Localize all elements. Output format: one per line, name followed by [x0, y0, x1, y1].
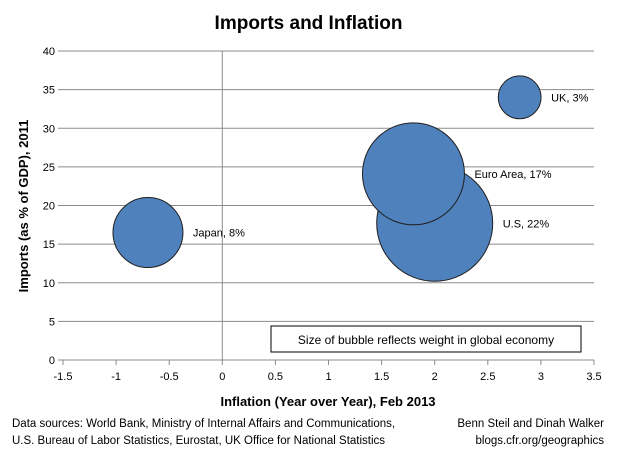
- x-tick-label: 2.5: [480, 371, 495, 383]
- credits: Benn Steil and Dinah Walker blogs.cfr.or…: [457, 416, 604, 450]
- label-layer: Japan, 8% U.S, 22% Euro Area, 17% UK, 3%: [193, 92, 589, 239]
- bubble-label: Euro Area, 17%: [474, 169, 551, 181]
- chart-title: Imports and Inflation: [214, 13, 403, 34]
- x-tick-label: -1: [111, 371, 121, 383]
- bubble-label: U.S, 22%: [503, 218, 550, 230]
- bubble-layer: [112, 75, 542, 282]
- bubble: [112, 197, 184, 269]
- bubble: [497, 75, 542, 120]
- y-tick-label: 10: [43, 278, 55, 290]
- y-tick-label: 40: [43, 46, 55, 58]
- x-tick-label: 1.5: [374, 371, 389, 383]
- bubble-label: Japan, 8%: [193, 228, 245, 240]
- x-axis-title: Inflation (Year over Year), Feb 2013: [220, 394, 435, 409]
- x-tick-label: 0.5: [268, 371, 283, 383]
- annotation-box: [270, 325, 582, 353]
- bubble: [361, 122, 465, 226]
- blog-url: blogs.cfr.org/geographics: [475, 435, 605, 447]
- x-tick-label: 3: [538, 371, 544, 383]
- y-tick-label: 0: [49, 355, 55, 367]
- axis-layer: 0 5 10 15 20 25 30 35 40 -1.5 -1 -0.5 0 0.5 1 1.5 2 2.5 3 3…: [43, 46, 602, 383]
- y-tick-label: 30: [43, 123, 55, 135]
- bubble-label: UK, 3%: [551, 92, 589, 104]
- x-tick-label: 3.5: [586, 371, 601, 383]
- sources-line-1: Data sources: World Bank, Ministry of In…: [12, 418, 396, 430]
- x-tick-label: -0.5: [160, 371, 179, 383]
- y-tick-label: 25: [43, 162, 55, 174]
- y-tick-label: 5: [49, 316, 55, 328]
- data-sources: Data sources: World Bank, Ministry of In…: [12, 416, 395, 450]
- annotation-text: Size of bubble reflects weight in global…: [298, 333, 554, 347]
- x-tick-label: 1: [325, 371, 331, 383]
- x-tick-label: -1.5: [54, 371, 73, 383]
- y-tick-label: 20: [43, 201, 55, 213]
- annotation-layer: Size of bubble reflects weight in global…: [270, 325, 582, 353]
- y-tick-label: 15: [43, 239, 55, 251]
- y-axis-title: Imports (as % of GDP), 2011: [16, 120, 31, 293]
- y-tick-label: 35: [43, 85, 55, 97]
- x-tick-label: 0: [219, 371, 225, 383]
- authors: Benn Steil and Dinah Walker: [457, 418, 604, 430]
- x-tick-label: 2: [432, 371, 438, 383]
- sources-line-2: U.S. Bureau of Labor Statistics, Eurosta…: [12, 435, 386, 447]
